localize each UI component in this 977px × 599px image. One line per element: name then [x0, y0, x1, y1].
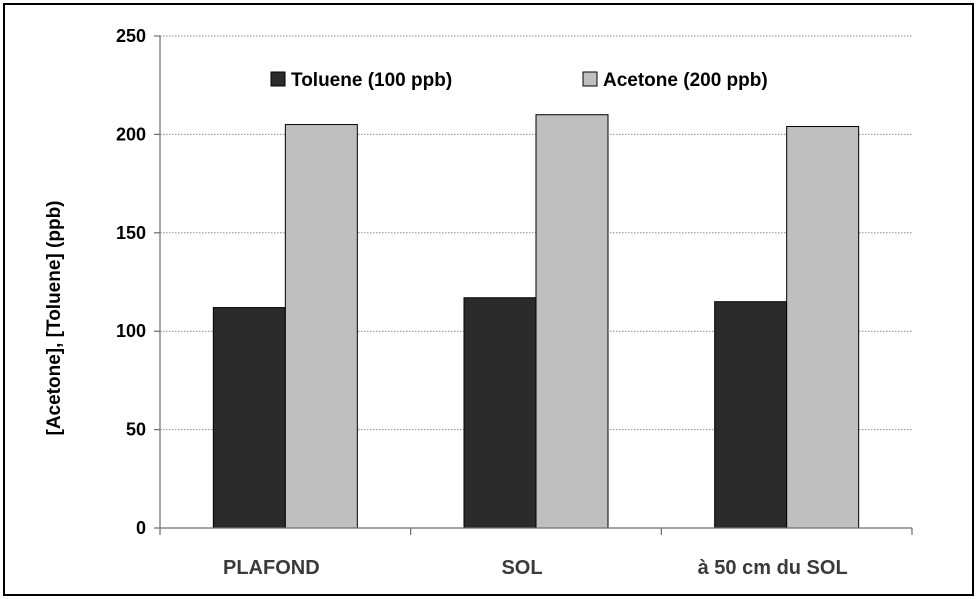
y-axis-title: [Acetone], [Toluene] (ppb) — [44, 200, 65, 435]
y-tick-label: 0 — [136, 518, 146, 538]
legend-swatch — [582, 71, 598, 87]
bar-toluene — [714, 301, 788, 529]
x-tick-label: à 50 cm du SOL — [698, 557, 848, 579]
legend: Toluene (100 ppb) Acetone (200 ppb) — [270, 70, 768, 91]
axes — [154, 35, 913, 535]
x-tick-label: SOL — [501, 557, 542, 579]
legend-label: Acetone (200 ppb) — [603, 70, 768, 91]
y-tick-label: 50 — [126, 420, 146, 440]
y-tick-label: 100 — [116, 321, 146, 341]
bar-toluene — [212, 307, 286, 529]
y-tick-label: 200 — [116, 124, 146, 144]
y-tick-label: 150 — [116, 223, 146, 243]
x-tick-labels: PLAFOND SOL à 50 cm du SOL — [223, 557, 848, 579]
bar-acetone — [284, 124, 358, 529]
bar-acetone — [535, 114, 609, 529]
legend-swatch — [270, 71, 286, 87]
legend-label: Toluene (100 ppb) — [291, 70, 452, 91]
bar-acetone — [786, 126, 860, 529]
y-tick-labels: 0 50 100 150 200 250 — [116, 26, 146, 538]
x-tick-label: PLAFOND — [223, 557, 320, 579]
y-tick-label: 250 — [116, 26, 146, 46]
bar-toluene — [463, 297, 537, 529]
bars — [212, 114, 860, 529]
